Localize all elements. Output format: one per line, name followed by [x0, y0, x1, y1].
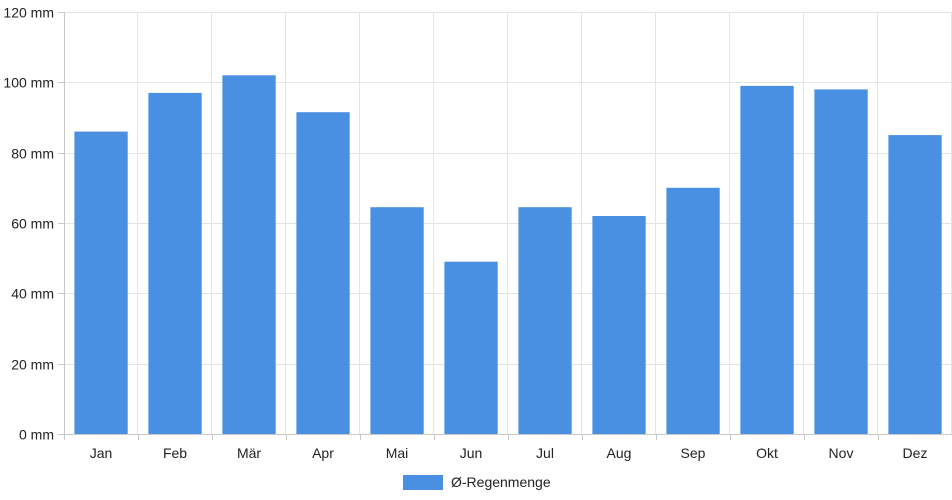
x-tick-label: Okt [756, 445, 778, 461]
bar-okt[interactable] [740, 85, 794, 435]
legend[interactable]: Ø-Regenmenge [403, 474, 551, 490]
x-tick-label: Sep [681, 445, 706, 461]
y-tick-label: 80 mm [11, 146, 54, 162]
bar-dez[interactable] [888, 135, 942, 434]
bar-jul[interactable] [518, 207, 572, 434]
axes [58, 12, 952, 440]
y-tick-label: 40 mm [11, 286, 54, 302]
y-tick-label: 120 mm [3, 5, 54, 21]
legend-label[interactable]: Ø-Regenmenge [451, 474, 551, 490]
y-tick-label: 20 mm [11, 357, 54, 373]
y-tick-labels: 0 mm 20 mm 40 mm 60 mm 80 mm 100 mm 120 mm [3, 5, 54, 443]
x-tick-labels: Jan Feb Mär Apr Mai Jun Jul Aug Sep Okt Nov Dez [90, 445, 928, 461]
x-tick-label: Apr [312, 445, 334, 461]
x-tick-label: Dez [903, 445, 928, 461]
y-tick-label: 100 mm [3, 75, 54, 91]
bar-apr[interactable] [296, 112, 350, 434]
x-tick-label: Jan [90, 445, 113, 461]
bar-sep[interactable] [666, 187, 720, 434]
bar-mai[interactable] [370, 207, 424, 434]
x-tick-label: Nov [829, 445, 854, 461]
x-tick-label: Feb [163, 445, 187, 461]
x-tick-label: Jul [536, 445, 554, 461]
x-tick-label: Jun [460, 445, 483, 461]
bar-aug[interactable] [592, 216, 646, 434]
bar-jun[interactable] [444, 261, 498, 434]
bar-feb[interactable] [148, 92, 202, 435]
y-tick-label: 60 mm [11, 216, 54, 232]
bar-jan[interactable] [74, 131, 128, 434]
legend-swatch[interactable] [403, 475, 443, 490]
y-tick-label: 0 mm [19, 427, 54, 443]
bar-mär[interactable] [222, 75, 276, 435]
x-tick-label: Mai [386, 445, 409, 461]
x-tick-label: Mär [237, 445, 261, 461]
bar-nov[interactable] [814, 89, 868, 435]
x-tick-label: Aug [607, 445, 632, 461]
bars [74, 75, 942, 435]
